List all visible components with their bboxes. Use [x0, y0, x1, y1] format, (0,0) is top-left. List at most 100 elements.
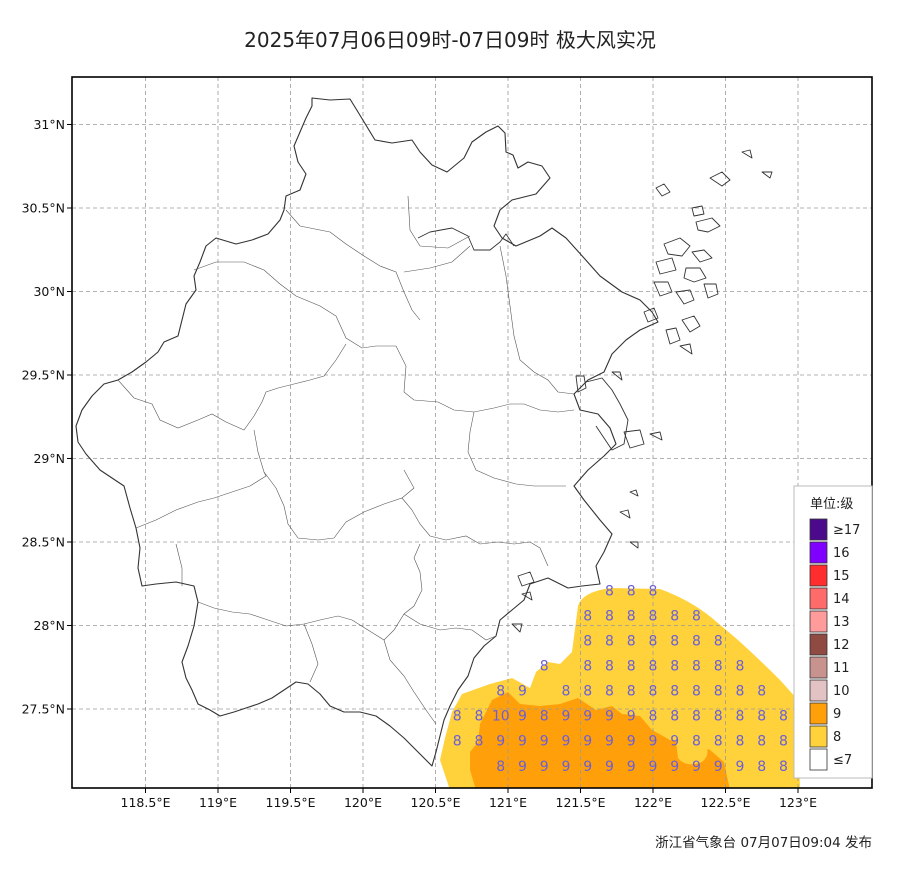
- wind-value: 8: [670, 684, 679, 700]
- wind-value: 9: [518, 684, 527, 700]
- wind-value: 8: [757, 759, 766, 775]
- wind-fill-layer: [440, 588, 800, 788]
- wind-value: 9: [518, 734, 527, 750]
- legend-swatch: [809, 679, 828, 702]
- wind-value: 8: [670, 634, 679, 650]
- x-tick-label: 121°E: [489, 795, 527, 810]
- y-tick-label: 30.5°N: [22, 201, 65, 216]
- wind-value: 8: [627, 583, 636, 599]
- wind-value: 8: [627, 608, 636, 624]
- issue-footer: 浙江省气象台 07月07日09:04 发布: [655, 835, 872, 851]
- x-tick-label: 121.5°E: [556, 795, 606, 810]
- wind-value: 9: [605, 709, 614, 725]
- wind-value: 8: [736, 659, 745, 675]
- wind-value: 9: [518, 709, 527, 725]
- legend-swatch: [809, 748, 828, 771]
- wind-value: 9: [649, 759, 658, 775]
- wind-value: 9: [670, 734, 679, 750]
- wind-value: 8: [583, 659, 592, 675]
- wind-value: 9: [583, 709, 592, 725]
- wind-value: 9: [562, 759, 571, 775]
- wind-value: 9: [605, 734, 614, 750]
- boundary-line: [401, 469, 415, 499]
- wind-value: 8: [583, 634, 592, 650]
- gridlines: [72, 77, 872, 788]
- x-tick-label: 123°E: [779, 795, 817, 810]
- wind-value: 8: [779, 734, 788, 750]
- wind-value: 8: [692, 659, 701, 675]
- wind-value: 8: [692, 734, 701, 750]
- wind-value: 9: [562, 709, 571, 725]
- y-axis: 31°N 30.5°N 30°N 29.5°N 29°N 28.5°N 28°N 27.5°N: [22, 117, 72, 717]
- legend-items: ≥17 16 15 14 13 12 11 10 9 8 ≤7: [809, 518, 860, 771]
- boundary-line: [193, 261, 337, 317]
- legend-title: 单位:级: [810, 497, 853, 512]
- boundary-line: [403, 613, 497, 641]
- legend-label: 11: [833, 661, 850, 676]
- inner-coast: [585, 377, 629, 451]
- legend-swatch: [809, 702, 828, 725]
- legend-label: 13: [833, 615, 850, 630]
- legend-swatch: [809, 518, 828, 541]
- wind-value: 9: [627, 759, 636, 775]
- wind-value: 8: [627, 659, 636, 675]
- wind-value: 8: [736, 709, 745, 725]
- wind-value: 9: [670, 759, 679, 775]
- wind-value: 8: [540, 659, 549, 675]
- boundary-line: [285, 209, 421, 321]
- wind-value: 8: [649, 659, 658, 675]
- boundary-line: [303, 623, 319, 683]
- legend-label: ≤7: [833, 753, 852, 768]
- wind-value: 8: [649, 709, 658, 725]
- legend-swatch: [809, 725, 828, 748]
- wind-value: 8: [583, 608, 592, 624]
- x-tick-label: 122.5°E: [701, 795, 751, 810]
- x-tick-label: 119.5°E: [266, 795, 316, 810]
- wind-value: 8: [475, 734, 484, 750]
- legend-swatch: [809, 564, 828, 587]
- wind-value: 8: [649, 684, 658, 700]
- legend-swatch: [809, 656, 828, 679]
- wind-value: 8: [605, 684, 614, 700]
- legend-swatch: [809, 633, 828, 656]
- wind-value: 8: [627, 684, 636, 700]
- legend-swatch: [809, 541, 828, 564]
- wind-value: 8: [496, 759, 505, 775]
- wind-value: 9: [496, 734, 505, 750]
- plot-frame: [71, 76, 873, 789]
- wind-value: 8: [670, 608, 679, 624]
- wind-value: 8: [714, 659, 723, 675]
- wind-value: 9: [562, 734, 571, 750]
- level-9-region: [470, 692, 730, 788]
- wind-value: 8: [649, 608, 658, 624]
- x-tick-label: 120.5°E: [411, 795, 461, 810]
- wind-value: 8: [453, 734, 462, 750]
- boundary-line: [445, 535, 549, 567]
- wind-value: 10: [492, 709, 510, 725]
- wind-value: 8: [453, 709, 462, 725]
- wind-value: 8: [649, 583, 658, 599]
- wind-value: 9: [605, 759, 614, 775]
- wind-value: 9: [540, 759, 549, 775]
- wind-value: 8: [757, 709, 766, 725]
- map-title: 2025年07月06日09时-07日09时 极大风实况: [244, 28, 656, 52]
- wind-value: 9: [714, 759, 723, 775]
- wind-value: 8: [670, 709, 679, 725]
- wind-value: 8: [714, 709, 723, 725]
- wind-value: 8: [605, 583, 614, 599]
- boundary-line: [467, 411, 566, 487]
- legend-label: 12: [833, 638, 850, 653]
- y-tick-label: 30°N: [33, 284, 65, 299]
- wind-value: 8: [736, 684, 745, 700]
- boundary-line: [175, 543, 183, 586]
- wind-value: 8: [627, 634, 636, 650]
- wind-value: 9: [649, 734, 658, 750]
- province-map: [75, 97, 773, 767]
- wind-value: 9: [692, 759, 701, 775]
- y-tick-label: 27.5°N: [22, 702, 65, 717]
- wind-value: 8: [670, 659, 679, 675]
- legend-label: 15: [833, 569, 850, 584]
- legend-label: 10: [833, 684, 850, 699]
- wind-value: 8: [736, 734, 745, 750]
